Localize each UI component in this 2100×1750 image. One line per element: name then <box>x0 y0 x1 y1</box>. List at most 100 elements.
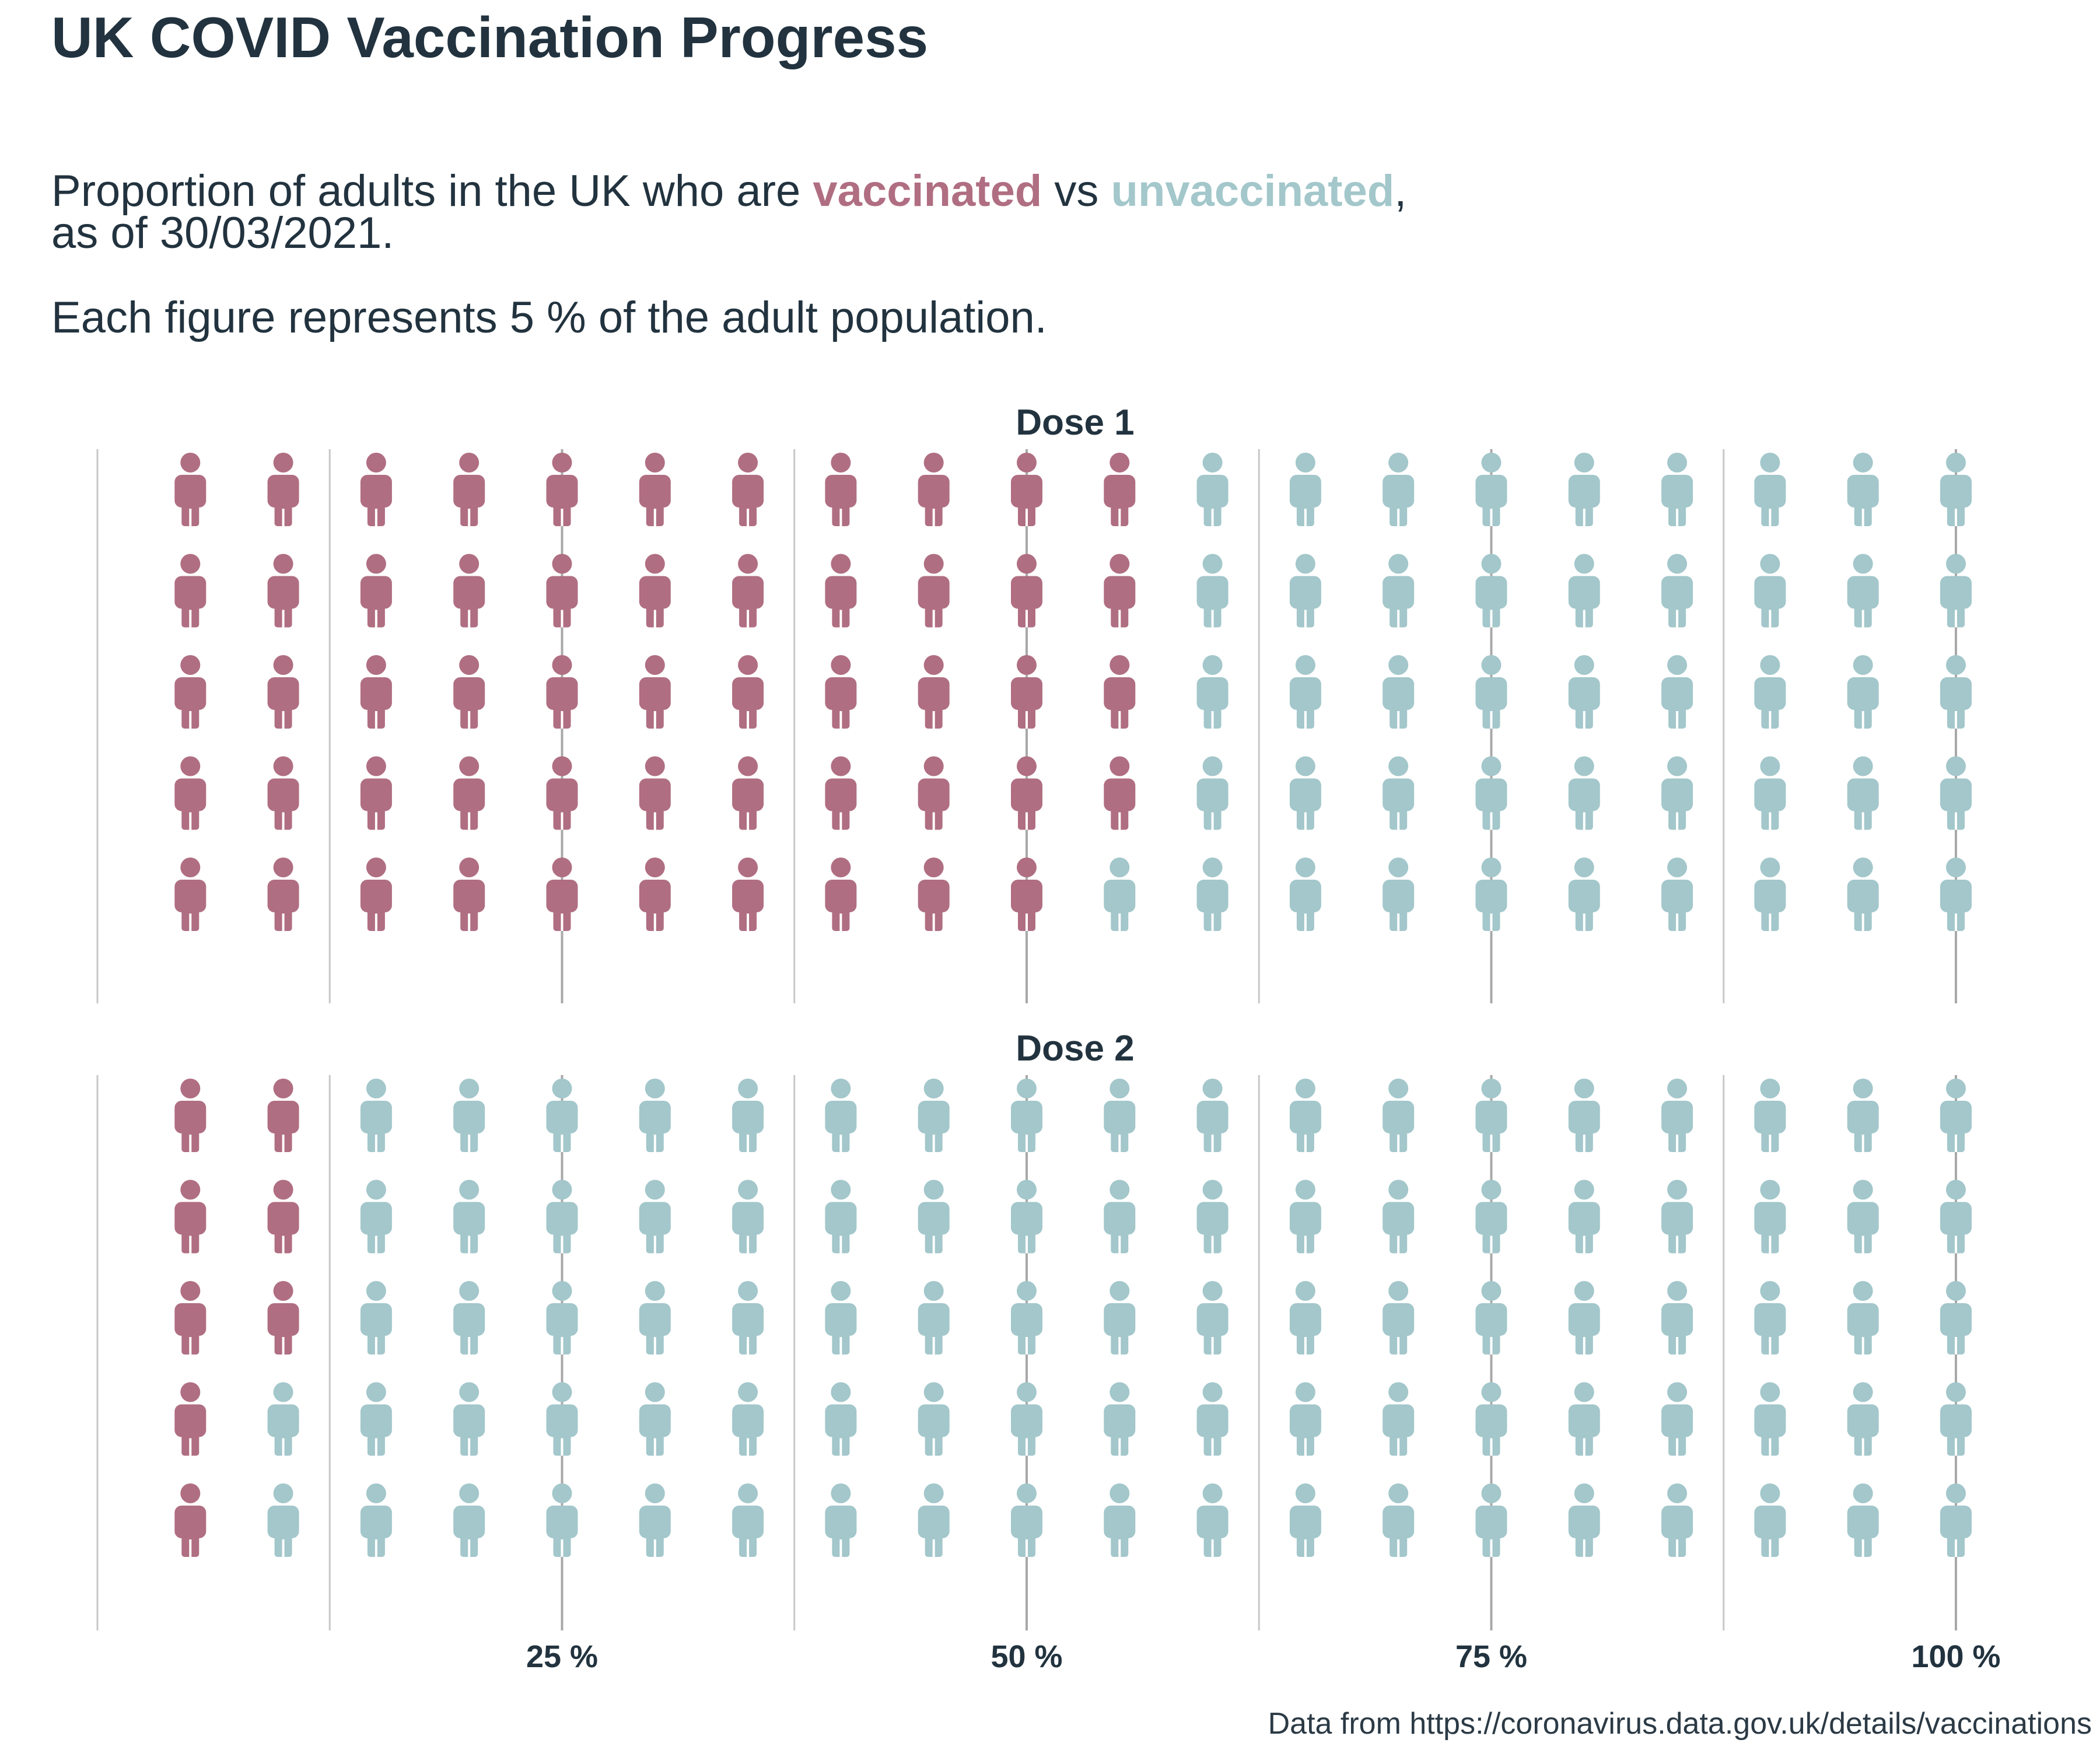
person-icon-unvaccinated <box>918 1079 950 1152</box>
person-icon-vaccinated <box>174 1483 206 1557</box>
person-icon-vaccinated <box>267 655 299 729</box>
person-icon-unvaccinated <box>1289 1079 1321 1152</box>
person-icon-unvaccinated <box>1196 655 1228 729</box>
person-icon-unvaccinated <box>639 1281 671 1354</box>
person-icon-unvaccinated <box>1196 1281 1228 1354</box>
person-icon-unvaccinated <box>1568 1180 1600 1254</box>
person-icon-vaccinated <box>825 453 857 526</box>
person-icon-unvaccinated <box>1475 1382 1507 1456</box>
person-icon-vaccinated <box>639 453 671 526</box>
person-icon-vaccinated <box>1104 756 1136 830</box>
chart-note: Each figure represents 5 % of the adult … <box>51 293 1047 342</box>
person-icon-vaccinated <box>267 1079 299 1152</box>
person-icon-unvaccinated <box>825 1483 857 1557</box>
person-icon-unvaccinated <box>1475 655 1507 729</box>
person-icon-unvaccinated <box>1754 554 1786 628</box>
person-icon-unvaccinated <box>267 1382 299 1456</box>
person-icon-vaccinated <box>267 554 299 628</box>
person-icon-unvaccinated <box>1382 756 1415 830</box>
person-icon-vaccinated <box>546 453 578 526</box>
person-icon-vaccinated <box>1104 554 1136 628</box>
person-icon-unvaccinated <box>1661 554 1693 628</box>
person-icon-vaccinated <box>174 756 206 830</box>
person-icon-unvaccinated <box>732 1180 764 1254</box>
person-icon-unvaccinated <box>546 1382 578 1456</box>
person-icon-unvaccinated <box>1847 453 1879 526</box>
person-icon-unvaccinated <box>1754 756 1786 830</box>
person-icon-unvaccinated <box>1104 1382 1136 1456</box>
person-icon-unvaccinated <box>1382 858 1415 931</box>
person-icon-unvaccinated <box>1940 453 1972 526</box>
person-icon-unvaccinated <box>1104 1281 1136 1354</box>
person-icon-unvaccinated <box>1289 1483 1321 1557</box>
person-icon-unvaccinated <box>1104 1483 1136 1557</box>
person-icon-unvaccinated <box>1475 453 1507 526</box>
person-icon-vaccinated <box>453 554 485 628</box>
person-icon-unvaccinated <box>1289 1382 1321 1456</box>
person-icon-unvaccinated <box>732 1281 764 1354</box>
person-icon-unvaccinated <box>267 1483 299 1557</box>
person-icon-unvaccinated <box>1382 1483 1415 1557</box>
person-icon-vaccinated <box>732 453 764 526</box>
person-icon-vaccinated <box>732 655 764 729</box>
person-icon-vaccinated <box>174 554 206 628</box>
source-caption: Data from https://coronavirus.data.gov.u… <box>1268 1707 2092 1741</box>
person-icon-unvaccinated <box>1847 1382 1879 1456</box>
person-icon-unvaccinated <box>360 1079 392 1152</box>
person-icon-unvaccinated <box>1661 756 1693 830</box>
person-icon-unvaccinated <box>1847 858 1879 931</box>
person-icon-unvaccinated <box>1754 453 1786 526</box>
person-icon-unvaccinated <box>639 1382 671 1456</box>
person-icon-unvaccinated <box>732 1079 764 1152</box>
person-icon-unvaccinated <box>1196 1382 1228 1456</box>
person-icon-unvaccinated <box>453 1079 485 1152</box>
person-icon-vaccinated <box>174 1079 206 1152</box>
person-icon-vaccinated <box>174 1180 206 1254</box>
person-icon-unvaccinated <box>1568 1281 1600 1354</box>
person-icon-unvaccinated <box>1382 554 1415 628</box>
person-icon-vaccinated <box>639 858 671 931</box>
person-icon-unvaccinated <box>1011 1281 1042 1354</box>
person-icon-unvaccinated <box>360 1382 392 1456</box>
person-icon-vaccinated <box>267 453 299 526</box>
person-icon-unvaccinated <box>546 1079 578 1152</box>
person-icon-unvaccinated <box>1196 1483 1228 1557</box>
person-icon-unvaccinated <box>1011 1180 1042 1254</box>
person-icon-unvaccinated <box>1847 1079 1879 1152</box>
person-icon-unvaccinated <box>453 1483 485 1557</box>
person-icon-vaccinated <box>174 1382 206 1456</box>
person-icon-vaccinated <box>639 554 671 628</box>
person-icon-unvaccinated <box>1382 1382 1415 1456</box>
person-icon-vaccinated <box>1011 655 1042 729</box>
person-icon-vaccinated <box>825 655 857 729</box>
person-icon-vaccinated <box>174 858 206 931</box>
person-icon-unvaccinated <box>918 1281 950 1354</box>
person-icon-unvaccinated <box>918 1483 950 1557</box>
subtitle-text: Proportion of adults in the UK who are <box>51 166 813 216</box>
person-icon-unvaccinated <box>639 1180 671 1254</box>
chart-subtitle: Proportion of adults in the UK who are v… <box>51 169 1406 256</box>
person-icon-vaccinated <box>639 655 671 729</box>
person-icon-vaccinated <box>267 1180 299 1254</box>
panel-title: Dose 2 <box>1016 1028 1134 1069</box>
person-icon-unvaccinated <box>1475 756 1507 830</box>
person-icon-unvaccinated <box>1289 1180 1321 1254</box>
person-icon-unvaccinated <box>1568 453 1600 526</box>
person-icon-unvaccinated <box>1940 1180 1972 1254</box>
person-icon-unvaccinated <box>546 1180 578 1254</box>
person-icon-unvaccinated <box>1196 453 1228 526</box>
person-icon-unvaccinated <box>360 1281 392 1354</box>
person-icon-vaccinated <box>360 756 392 830</box>
person-icon-vaccinated <box>453 756 485 830</box>
person-icon-vaccinated <box>1011 858 1042 931</box>
person-icon-unvaccinated <box>1847 1281 1879 1354</box>
person-icon-unvaccinated <box>1475 1079 1507 1152</box>
person-icon-unvaccinated <box>1754 1281 1786 1354</box>
person-icon-unvaccinated <box>1289 756 1321 830</box>
person-icon-vaccinated <box>918 655 950 729</box>
x-tick-label: 100 % <box>1911 1639 2000 1674</box>
person-icon-unvaccinated <box>1568 1079 1600 1152</box>
person-icon-unvaccinated <box>1196 554 1228 628</box>
person-icon-unvaccinated <box>1847 1483 1879 1557</box>
